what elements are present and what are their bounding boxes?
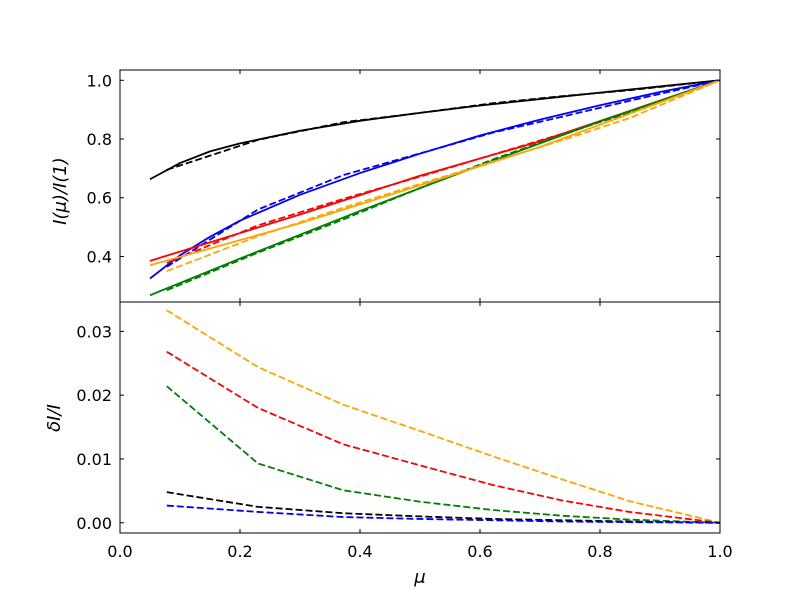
top-series-group [149, 79, 721, 297]
bottom-series-line-1-dashed [166, 351, 721, 524]
bottom-y-tick-label: 0.01 [76, 450, 112, 469]
top-series-line-3-dashed [166, 79, 721, 268]
top-y-axis-label: I(μ)/I(1) [50, 157, 71, 225]
x-axis-ticks: 0.0 0.2 0.4 0.6 0.8 1.0 [107, 302, 733, 561]
top-series-line-0-solid [149, 79, 721, 181]
x-tick-label: 0.2 [227, 542, 252, 561]
top-y-ticks: 0.4 0.6 0.8 1.0 [87, 70, 721, 302]
top-y-tick-label: 0.6 [87, 189, 112, 208]
top-series-line-2-solid [149, 79, 721, 280]
bottom-y-ticks: 0.00 0.01 0.02 0.03 [76, 322, 720, 533]
bottom-y-tick-label: 0.02 [76, 386, 112, 405]
top-series-line-1-dashed [166, 79, 721, 171]
x-tick-label: 0.4 [347, 542, 372, 561]
x-tick-label: 0.8 [587, 542, 612, 561]
top-y-tick-label: 0.8 [87, 130, 112, 149]
top-y-tick-label: 0.4 [87, 247, 112, 266]
x-tick-label: 1.0 [707, 542, 732, 561]
x-axis-label: μ [413, 567, 425, 588]
x-tick-label: 0.6 [467, 542, 492, 561]
x-tick-label: 0.0 [107, 542, 132, 561]
bottom-series-line-0-dashed [166, 309, 721, 524]
bottom-y-tick-label: 0.03 [76, 322, 112, 341]
bottom-series-line-2-dashed [166, 385, 721, 524]
bottom-y-axis-label: δI/I [44, 404, 65, 432]
top-series-line-8-solid [149, 79, 721, 267]
top-series-line-9-dashed [166, 79, 721, 273]
bottom-plot-frame [119, 301, 721, 534]
bottom-panel: 0.00 0.01 0.02 0.03 0.0 0.2 0.4 0.6 0.8 1.0 δI/I… [44, 301, 733, 588]
top-panel: 0.4 0.6 0.8 1.0 I(μ)/I(1) [50, 69, 721, 303]
bottom-series-group [166, 309, 721, 524]
top-y-tick-label: 1.0 [87, 71, 112, 90]
bottom-y-tick-label: 0.00 [76, 514, 112, 533]
bottom-series-line-4-dashed [166, 504, 721, 524]
bottom-series-line-3-dashed [166, 491, 721, 524]
